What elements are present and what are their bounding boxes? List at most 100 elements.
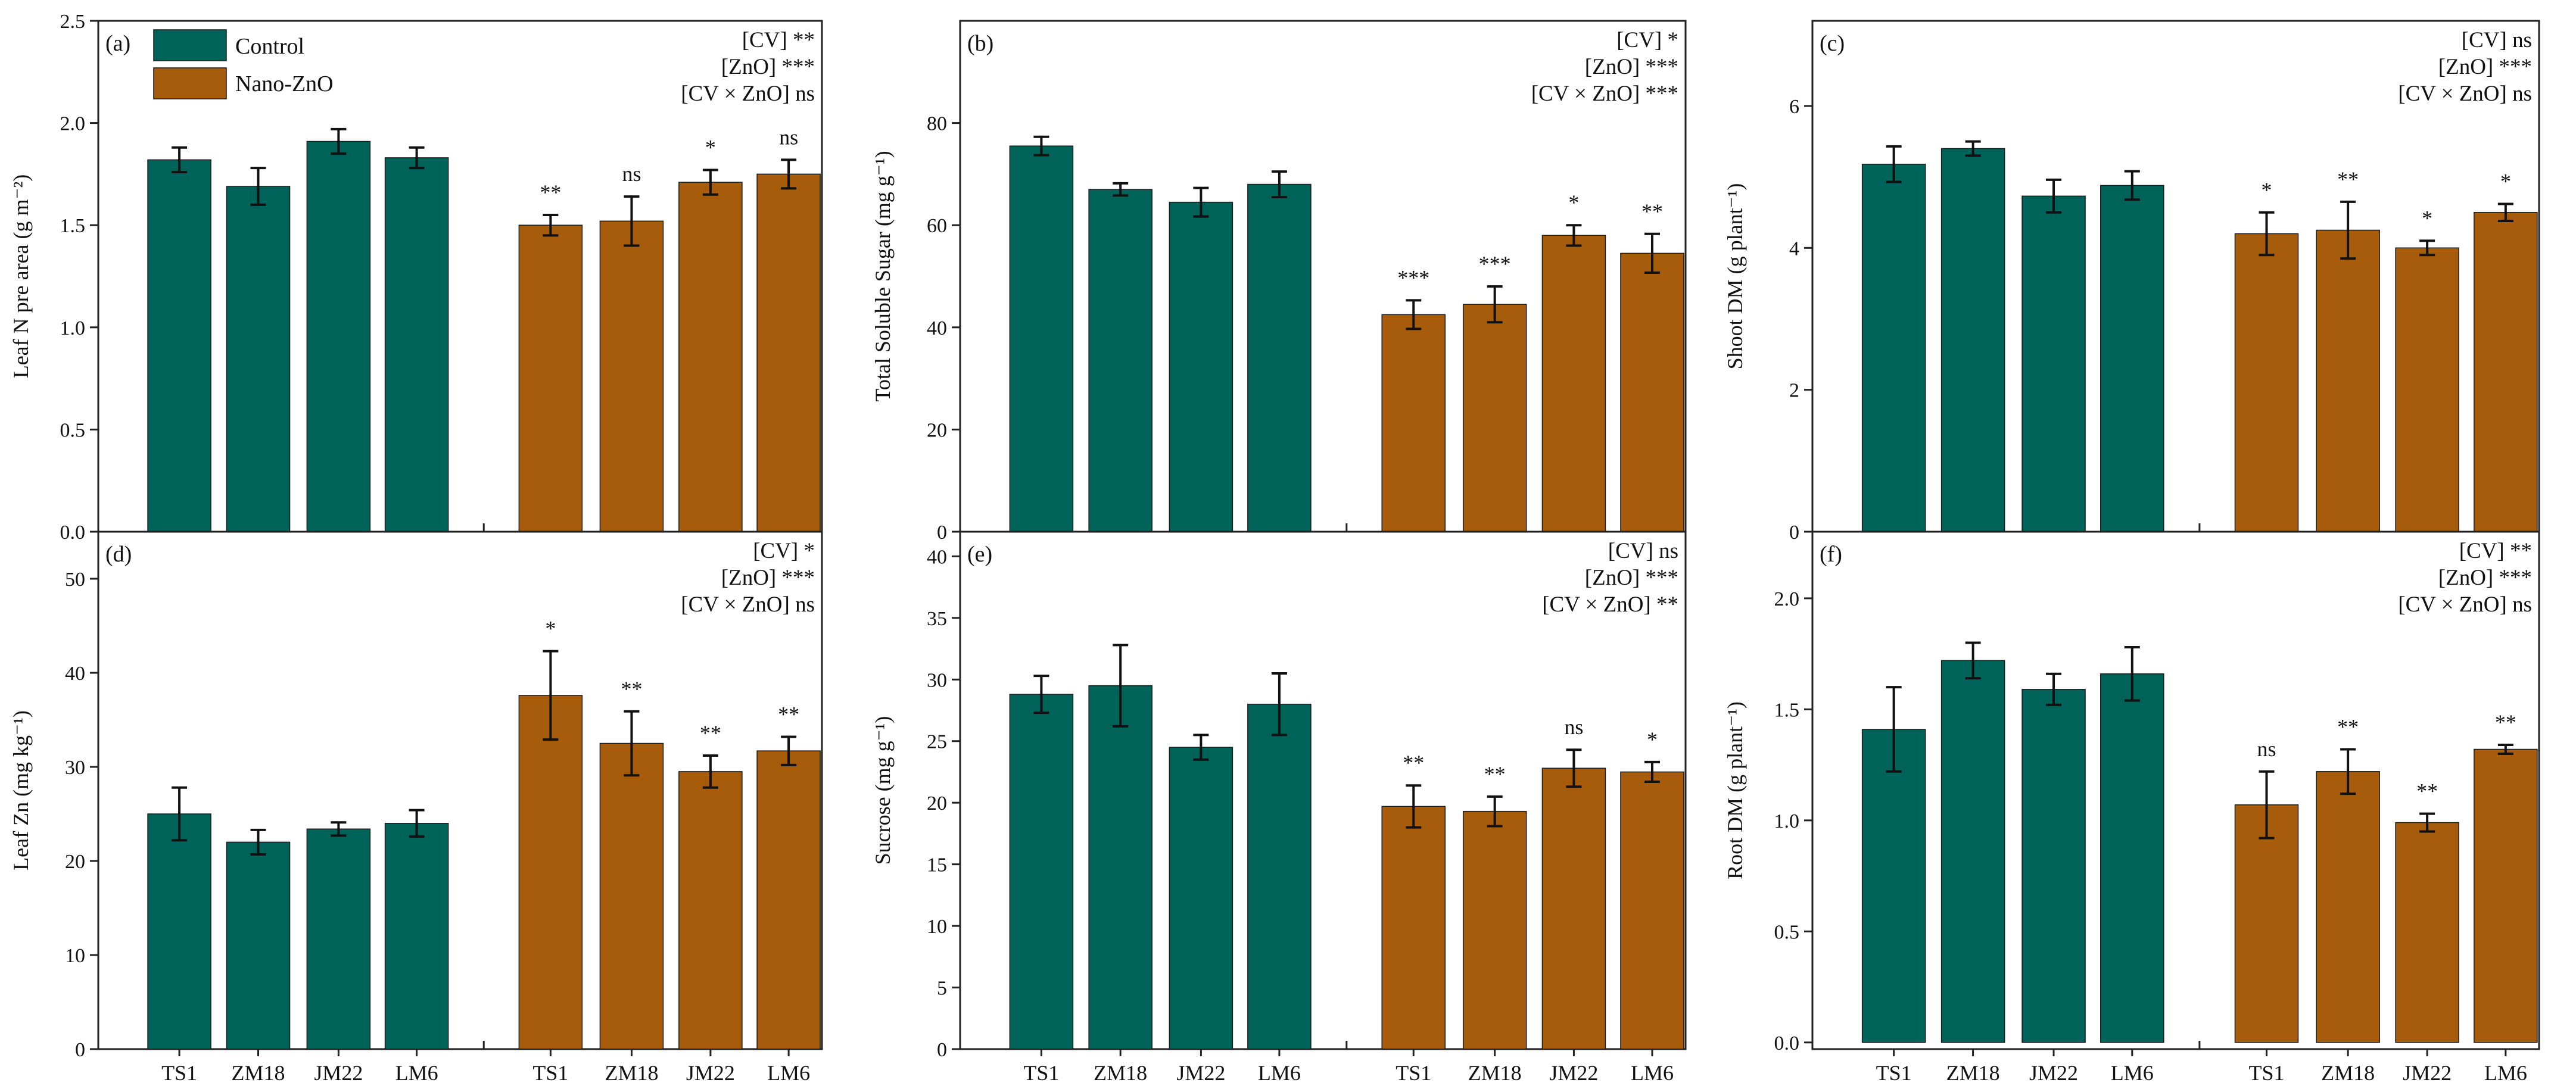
x-tick-label: TS1 [1876, 1061, 1912, 1085]
y-tick-label: 0 [75, 1039, 85, 1061]
panel-label: (a) [105, 31, 130, 56]
error-bar [1113, 182, 1129, 197]
stats-factor: [CV × ZnO] [1542, 592, 1656, 617]
y-tick-label: 25 [927, 731, 947, 753]
significance-label: ** [2337, 167, 2359, 191]
bar-nano-jm22 [2395, 247, 2459, 532]
bar-control-ts1 [1009, 694, 1074, 1050]
bar-control-lm6 [2100, 673, 2164, 1043]
error-bar [2259, 211, 2275, 257]
bar-nano-lm6 [1620, 252, 1684, 532]
significance-label: ** [700, 721, 721, 745]
bar-nano-zm18 [599, 742, 664, 1050]
error-bar [2419, 239, 2435, 257]
stats-significance: ** [2510, 539, 2532, 563]
y-tick-label: 40 [927, 546, 947, 568]
bar-control-zm18 [1088, 189, 1152, 532]
stats-line: [CV × ZnO] ns [681, 82, 815, 106]
y-tick-label: 30 [65, 757, 85, 779]
stats-line: [CV × ZnO] ns [2398, 592, 2532, 617]
error-bar [1406, 299, 1422, 330]
stats-factor: [ZnO] [2438, 566, 2499, 590]
y-tick-label: 0.0 [1774, 1032, 1800, 1054]
significance-label: ** [778, 702, 799, 726]
error-bar [1033, 135, 1049, 157]
stats-factor: [CV × ZnO] [681, 592, 795, 617]
error-bar [2340, 200, 2356, 260]
panel-d: 0 10 20 30 40 50 Leaf Zn (mg kg⁻¹) TS1 ZM18 JM22 L… [9, 531, 823, 1085]
error-bar [543, 650, 559, 741]
x-tick-label: JM22 [1549, 1061, 1598, 1085]
error-bar [702, 169, 718, 196]
error-bar [2497, 202, 2513, 223]
x-tick-label: TS1 [532, 1061, 568, 1085]
y-tick-label: 50 [65, 569, 85, 591]
y-tick-label: 80 [927, 113, 947, 135]
y-tick-label: 0 [937, 1039, 947, 1061]
stats-factor: [CV] [2459, 539, 2510, 563]
y-tick-label: 40 [927, 317, 947, 339]
stats-significance: *** [2499, 566, 2533, 590]
y-tick-label: 0 [1789, 522, 1799, 544]
bar-nano-lm6 [1620, 771, 1684, 1050]
stats-significance: ** [793, 28, 815, 52]
stats-line: [CV × ZnO] ns [681, 592, 815, 617]
error-bar [1886, 145, 1902, 183]
error-bar [2046, 178, 2062, 214]
stats-line: [ZnO] *** [1585, 566, 1678, 590]
bar-nano-ts1 [1381, 806, 1446, 1050]
error-bar [1193, 734, 1209, 761]
x-tick-label: TS1 [1023, 1061, 1059, 1085]
y-axis-label: Shoot DM (g plant⁻¹) [1723, 183, 1747, 370]
stats-factor: [ZnO] [1585, 55, 1646, 79]
error-bar [781, 158, 797, 190]
stats-line: [ZnO] *** [721, 566, 815, 590]
y-tick-label: 0.5 [60, 419, 86, 441]
bar-control-jm22 [306, 828, 371, 1050]
y-axis-label: Sucrose (mg g⁻¹) [871, 716, 895, 865]
significance-label: ns [779, 125, 798, 149]
significance-label: ** [1641, 199, 1663, 223]
y-tick-label: 10 [65, 945, 85, 967]
error-bar [409, 809, 425, 838]
error-bar [543, 214, 559, 237]
y-axis-label: Root DM (g plant⁻¹) [1723, 701, 1747, 879]
error-bar [331, 127, 347, 155]
legend-label-nano: Nano-ZnO [235, 71, 334, 96]
error-bar [2497, 744, 2513, 755]
significance-label: ** [1403, 751, 1424, 775]
bar-control-jm22 [2021, 195, 2086, 532]
y-tick-label: 20 [927, 792, 947, 815]
stats-factor: [CV × ZnO] [1531, 82, 1646, 106]
error-bar [331, 821, 347, 837]
panel-label: (f) [1820, 542, 1842, 567]
y-tick-label: 1.0 [1774, 810, 1800, 832]
bar-nano-jm22 [2395, 822, 2459, 1043]
y-tick-label: 40 [65, 663, 85, 685]
bar-nano-jm22 [678, 182, 743, 532]
stats-factor: [ZnO] [721, 566, 782, 590]
significance-label: ** [2416, 779, 2438, 803]
stats-significance: ns [2512, 592, 2532, 617]
significance-label: * [705, 136, 716, 160]
y-tick-label: 20 [927, 419, 947, 441]
error-bar [1271, 170, 1287, 199]
stats-significance: *** [1646, 55, 1679, 79]
error-bar [624, 710, 640, 777]
bar-control-ts1 [1861, 163, 1926, 532]
stats-factor: [CV] [2462, 28, 2512, 52]
stats-significance: ** [1656, 592, 1678, 617]
stats-line: [ZnO] *** [721, 55, 815, 79]
x-tick-label: ZM18 [232, 1061, 285, 1085]
error-bar [1406, 784, 1422, 829]
error-bar [250, 828, 266, 856]
legend-swatch-nano [153, 67, 227, 99]
error-bar [2259, 770, 2275, 840]
error-bar [1487, 795, 1503, 828]
stats-factor: [ZnO] [1585, 566, 1646, 590]
legend: Control Nano-ZnO [153, 29, 334, 99]
error-bar [2046, 672, 2062, 706]
stats-factor: [CV × ZnO] [681, 82, 795, 106]
